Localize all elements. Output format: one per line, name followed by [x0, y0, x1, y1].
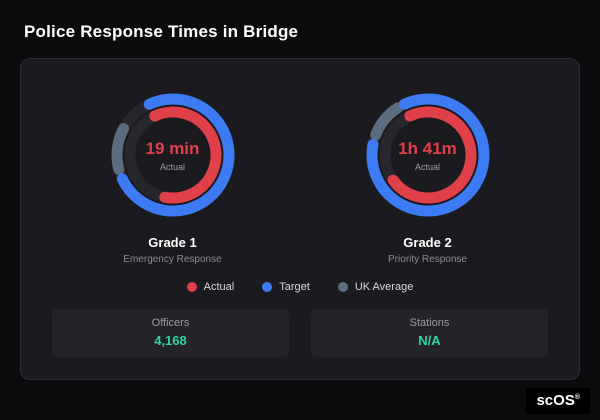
scos-logo: scOS®	[526, 388, 590, 414]
stat-officers: Officers 4,168	[52, 309, 289, 357]
stat-stations: Stations N/A	[311, 309, 548, 357]
response-times-card: 19 min Actual Grade 1 Emergency Response…	[20, 58, 580, 380]
legend-label: Target	[279, 281, 310, 293]
grade-subtitle: Priority Response	[388, 254, 467, 265]
legend-item-uk-average[interactable]: UK Average	[337, 281, 414, 293]
actual-color-dot	[186, 282, 197, 292]
grade-subtitle: Emergency Response	[123, 254, 222, 265]
scos-logo-text: scOS	[536, 392, 575, 409]
stat-label: Officers	[151, 317, 190, 329]
gauge-grade-1: 19 min Actual Grade 1 Emergency Response	[55, 85, 290, 265]
legend: Actual Target UK Average	[45, 281, 555, 293]
radial-chart-svg	[110, 93, 234, 217]
legend-label: Actual	[203, 281, 235, 293]
legend-item-target[interactable]: Target	[262, 281, 310, 293]
radial-chart-grade-2: 1h 41m Actual	[358, 85, 498, 225]
stat-label: Stations	[409, 317, 450, 329]
registered-mark: ®	[574, 394, 580, 401]
stats-row: Officers 4,168 Stations N/A	[45, 309, 555, 357]
gauge-grade-2: 1h 41m Actual Grade 2 Priority Response	[310, 85, 545, 265]
uk-average-color-dot	[337, 282, 348, 292]
page-title: Police Response Times in Bridge	[24, 22, 299, 41]
radial-chart-grade-1: 19 min Actual	[103, 85, 243, 225]
target-color-dot	[262, 282, 273, 292]
grade-title: Grade 2	[403, 235, 452, 250]
grade-title: Grade 1	[148, 235, 197, 250]
gauges-row: 19 min Actual Grade 1 Emergency Response…	[45, 85, 555, 265]
stat-value: N/A	[418, 333, 441, 348]
legend-label: UK Average	[354, 281, 414, 293]
radial-chart-svg	[366, 93, 489, 217]
stat-value: 4,168	[154, 333, 187, 348]
legend-item-actual[interactable]: Actual	[186, 281, 235, 293]
